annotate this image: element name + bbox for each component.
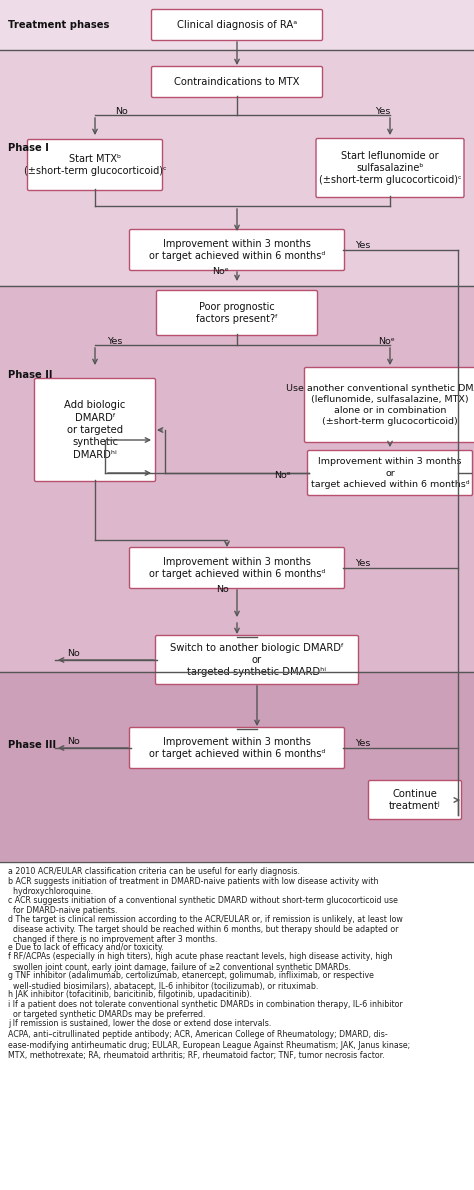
FancyBboxPatch shape [316,138,464,198]
Text: No: No [216,585,229,595]
Text: ACPA, anti–citrullinated peptide antibody; ACR, American College of Rheumatology: ACPA, anti–citrullinated peptide antibod… [8,1031,410,1060]
Text: d The target is clinical remission according to the ACR/EULAR or, if remission i: d The target is clinical remission accor… [8,914,403,945]
FancyBboxPatch shape [129,727,345,769]
Text: Switch to another biologic DMARDᶠ
or
targeted synthetic DMARDʰⁱ: Switch to another biologic DMARDᶠ or tar… [170,643,344,677]
Text: Clinical diagnosis of RAᵃ: Clinical diagnosis of RAᵃ [177,20,297,30]
Bar [0,862,474,1190]
Text: c ACR suggests initiation of a conventional synthetic DMARD without short-term g: c ACR suggests initiation of a conventio… [8,896,398,915]
Text: Phase I: Phase I [8,143,49,154]
Bar [0,0,474,50]
FancyBboxPatch shape [35,378,155,482]
Text: Start MTXᵇ
(±short-term glucocorticoid)ᶜ: Start MTXᵇ (±short-term glucocorticoid)ᶜ [24,154,166,176]
Text: Improvement within 3 months
or
target achieved within 6 monthsᵈ: Improvement within 3 months or target ac… [310,457,469,489]
Text: Phase II: Phase II [8,370,53,380]
Text: Yes: Yes [375,106,391,115]
Text: Start leflunomide or
sulfasalazineᵇ
(±short-term glucocorticoid)ᶜ: Start leflunomide or sulfasalazineᵇ (±sh… [319,151,461,186]
Text: Yes: Yes [355,739,370,749]
Text: No: No [67,649,80,658]
Text: Contraindications to MTX: Contraindications to MTX [174,77,300,87]
Text: j If remission is sustained, lower the dose or extend dose intervals.: j If remission is sustained, lower the d… [8,1019,272,1028]
Text: Treatment phases: Treatment phases [8,20,109,30]
Text: i If a patient does not tolerate conventional synthetic DMARDs in combination th: i If a patient does not tolerate convent… [8,1000,402,1019]
Text: e Due to lack of efficacy and/or toxicity.: e Due to lack of efficacy and/or toxicit… [8,942,164,952]
FancyBboxPatch shape [152,10,322,40]
Text: Add biologic
DMARDᶠ
or targeted
synthetic
DMARDʰⁱ: Add biologic DMARDᶠ or targeted syntheti… [64,400,126,459]
Text: b ACR suggests initiation of treatment in DMARD-naive patients with low disease : b ACR suggests initiation of treatment i… [8,877,379,896]
Text: Phase III: Phase III [8,740,56,750]
FancyBboxPatch shape [155,635,358,684]
FancyBboxPatch shape [368,781,462,820]
Text: Improvement within 3 months
or target achieved within 6 monthsᵈ: Improvement within 3 months or target ac… [149,557,325,580]
Text: a 2010 ACR/EULAR classification criteria can be useful for early diagnosis.: a 2010 ACR/EULAR classification criteria… [8,868,300,876]
FancyBboxPatch shape [152,67,322,98]
FancyBboxPatch shape [308,451,473,495]
Text: Continue
treatmentʲ: Continue treatmentʲ [389,789,441,812]
FancyBboxPatch shape [304,368,474,443]
Text: Noᵉ: Noᵉ [378,337,395,345]
Bar [0,672,474,862]
Text: h JAK inhibitor (tofacitinib, baricitinib, filgotinib, upadacitinib).: h JAK inhibitor (tofacitinib, baricitini… [8,990,252,1000]
Text: Poor prognostic
factors present?ᶠ: Poor prognostic factors present?ᶠ [196,302,278,324]
Text: Improvement within 3 months
or target achieved within 6 monthsᵈ: Improvement within 3 months or target ac… [149,239,325,261]
Text: f RF/ACPAs (especially in high titers), high acute phase reactant levels, high d: f RF/ACPAs (especially in high titers), … [8,952,392,972]
FancyBboxPatch shape [129,547,345,589]
FancyBboxPatch shape [156,290,318,336]
Text: No: No [115,106,128,115]
Text: Yes: Yes [355,242,370,251]
Text: Yes: Yes [107,337,122,345]
Text: Improvement within 3 months
or target achieved within 6 monthsᵈ: Improvement within 3 months or target ac… [149,737,325,759]
Text: Noᵉ: Noᵉ [274,470,291,480]
FancyBboxPatch shape [129,230,345,270]
FancyBboxPatch shape [27,139,163,190]
Bar [0,50,474,286]
Text: Noᵉ: Noᵉ [212,268,229,276]
Text: Yes: Yes [355,559,370,569]
Text: g TNF inhibitor (adalimumab, certolizumab, etanercept, golimumab, infliximab, or: g TNF inhibitor (adalimumab, certolizuma… [8,971,374,990]
Bar [0,286,474,672]
Text: No: No [67,737,80,745]
Text: Use another conventional synthetic DMARD
(leflunomide, sulfasalazine, MTX)
alone: Use another conventional synthetic DMARD… [286,384,474,426]
